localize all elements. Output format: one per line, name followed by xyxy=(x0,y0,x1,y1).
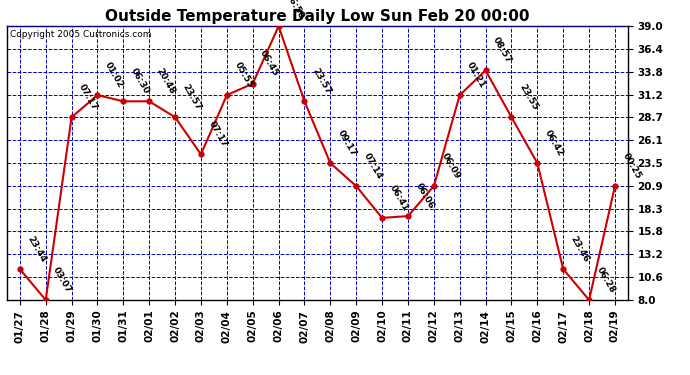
Text: 06:28: 06:28 xyxy=(595,265,617,294)
Text: 06:41: 06:41 xyxy=(388,183,410,212)
Text: 23:44: 23:44 xyxy=(26,234,48,264)
Text: 06:42: 06:42 xyxy=(543,128,565,158)
Text: 23:55: 23:55 xyxy=(517,82,539,112)
Text: 01:21: 01:21 xyxy=(465,60,487,90)
Text: Copyright 2005 Curtronics.com: Copyright 2005 Curtronics.com xyxy=(10,30,152,39)
Text: 08:57: 08:57 xyxy=(491,36,513,65)
Text: 20:48: 20:48 xyxy=(155,66,177,96)
Text: 03:07: 03:07 xyxy=(51,265,73,294)
Text: 06:09: 06:09 xyxy=(440,152,462,180)
Text: 01:02: 01:02 xyxy=(103,60,125,90)
Text: 05:55: 05:55 xyxy=(233,60,255,90)
Text: 06:50: 06:50 xyxy=(284,0,306,21)
Text: 07:17: 07:17 xyxy=(206,119,228,149)
Text: 00:25: 00:25 xyxy=(620,152,642,180)
Text: 07:17: 07:17 xyxy=(77,82,99,112)
Text: 06:06: 06:06 xyxy=(413,182,435,210)
Text: 23:57: 23:57 xyxy=(310,66,332,96)
Text: 06:30: 06:30 xyxy=(129,67,151,96)
Text: 07:14: 07:14 xyxy=(362,151,384,180)
Text: 23:46: 23:46 xyxy=(569,234,591,264)
Text: 09:17: 09:17 xyxy=(336,128,358,158)
Title: Outside Temperature Daily Low Sun Feb 20 00:00: Outside Temperature Daily Low Sun Feb 20… xyxy=(105,9,530,24)
Text: 23:57: 23:57 xyxy=(181,82,203,112)
Text: 06:45: 06:45 xyxy=(258,49,280,78)
